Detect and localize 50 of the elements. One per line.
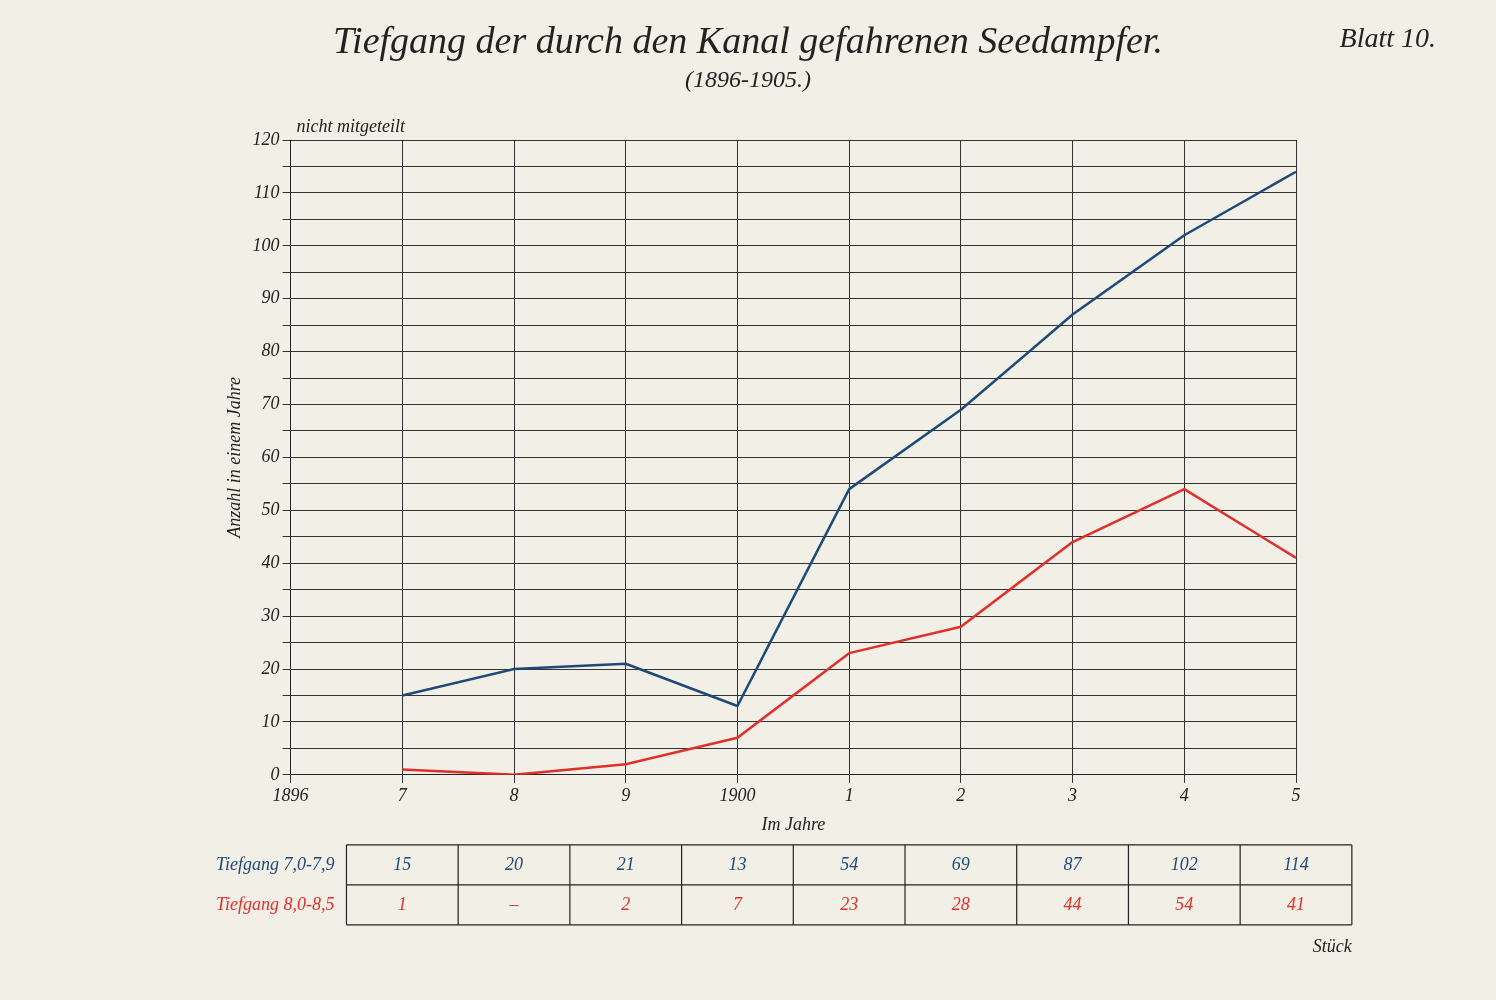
data-label: –: [508, 893, 520, 914]
text: nicht mitgeteilt: [296, 115, 407, 136]
y-tick-label: 120: [252, 128, 280, 149]
data-label: 20: [505, 853, 524, 874]
y-tick-label: 90: [261, 287, 280, 308]
text: Stück: [1312, 935, 1353, 956]
y-tick-label: 20: [261, 657, 280, 678]
x-tick-label: 1900: [719, 785, 756, 806]
text: Blatt 10.: [1339, 22, 1436, 54]
data-label: 44: [1063, 893, 1082, 914]
data-label: 2: [621, 893, 631, 914]
x-tick-label: 8: [509, 785, 519, 806]
y-tick-label: 100: [252, 234, 280, 255]
text: Tiefgang 7,0-7,9: [215, 853, 335, 874]
x-tick-label: 3: [1067, 785, 1078, 806]
x-axis-title: Im Jahre: [760, 813, 826, 834]
y-axis-title: Anzahl in einem Jahre: [223, 376, 244, 539]
y-tick-label: 40: [261, 551, 280, 572]
data-label: 102: [1170, 853, 1198, 874]
data-label: 7: [732, 893, 743, 914]
y-tick-label: 10: [261, 710, 280, 731]
x-tick-label: 7: [397, 785, 408, 806]
y-tick-label: 110: [253, 181, 280, 202]
x-tick-label: 2: [956, 785, 966, 806]
y-tick-label: 50: [261, 499, 280, 520]
y-tick-label: 60: [261, 446, 280, 467]
data-label: 1: [397, 893, 407, 914]
data-label: 21: [616, 853, 635, 874]
data-label: 114: [1283, 853, 1309, 874]
y-tick-label: 70: [261, 393, 280, 414]
data-label: 23: [840, 893, 859, 914]
data-label: 15: [393, 853, 412, 874]
data-label: 69: [951, 853, 970, 874]
y-tick-label: 80: [261, 340, 280, 361]
data-label: 13: [728, 853, 747, 874]
chart-subtitle: (1896-1905.): [684, 66, 812, 93]
x-tick-label: 5: [1291, 785, 1301, 806]
data-label: 54: [840, 853, 859, 874]
text: Tiefgang 8,0-8,5: [215, 893, 335, 914]
y-tick-label: 0: [270, 763, 280, 784]
y-tick-label: 30: [260, 604, 280, 625]
data-label: 28: [951, 893, 970, 914]
chart-title: Tiefgang der durch den Kanal gefahrenen Seedampfer.: [333, 19, 1163, 61]
data-label: 87: [1063, 853, 1083, 874]
x-tick-label: 1: [844, 785, 854, 806]
data-label: 54: [1175, 893, 1194, 914]
x-tick-label: 9: [621, 785, 631, 806]
x-tick-label: 4: [1179, 785, 1189, 806]
x-tick-label: 1896: [272, 785, 309, 806]
data-label: 41: [1287, 893, 1305, 914]
